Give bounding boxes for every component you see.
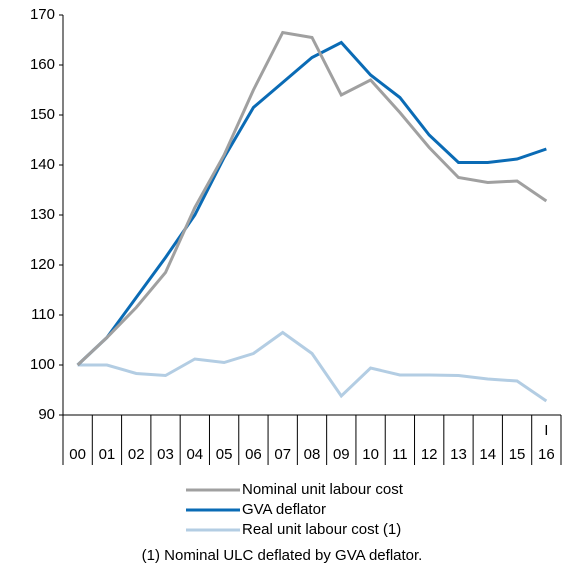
- footnote: (1) Nominal ULC deflated by GVA deflator…: [142, 547, 423, 564]
- x-tick-label: 12: [421, 446, 438, 463]
- legend-label: GVA deflator: [242, 501, 326, 518]
- x-tick-label: 15: [509, 446, 526, 463]
- y-tick-label: 140: [30, 156, 55, 173]
- y-tick-label: 170: [30, 6, 55, 23]
- x-tick-label: 01: [99, 446, 116, 463]
- x-tick-label: 16: [538, 446, 555, 463]
- x-tick-label: 09: [333, 446, 350, 463]
- x-tick-label: 08: [304, 446, 321, 463]
- line-series: [76, 30, 548, 367]
- x-tick-label: 04: [186, 446, 203, 463]
- line-series: [76, 40, 547, 367]
- x-tick-label: 07: [274, 446, 291, 463]
- x-tick-label: 02: [128, 446, 145, 463]
- annotation: I: [544, 422, 548, 439]
- legend-label: Nominal unit labour cost: [242, 481, 404, 498]
- y-tick-label: 100: [30, 356, 55, 373]
- x-tick-label: 11: [392, 446, 408, 463]
- line-series: [77, 330, 548, 403]
- y-tick-label: 110: [31, 306, 55, 323]
- y-tick-label: 150: [30, 106, 55, 123]
- x-tick-label: 00: [69, 446, 86, 463]
- x-tick-label: 10: [362, 446, 379, 463]
- y-tick-label: 130: [30, 206, 55, 223]
- x-tick-label: 06: [245, 446, 262, 463]
- y-tick-label: 160: [30, 56, 55, 73]
- x-tick-label: 13: [450, 446, 467, 463]
- x-tick-label: 14: [479, 446, 496, 463]
- legend-label: Real unit labour cost (1): [242, 521, 401, 538]
- x-tick-label: 03: [157, 446, 174, 463]
- y-tick-label: 90: [38, 406, 55, 423]
- x-tick-label: 05: [216, 446, 233, 463]
- y-tick-label: 120: [30, 256, 55, 273]
